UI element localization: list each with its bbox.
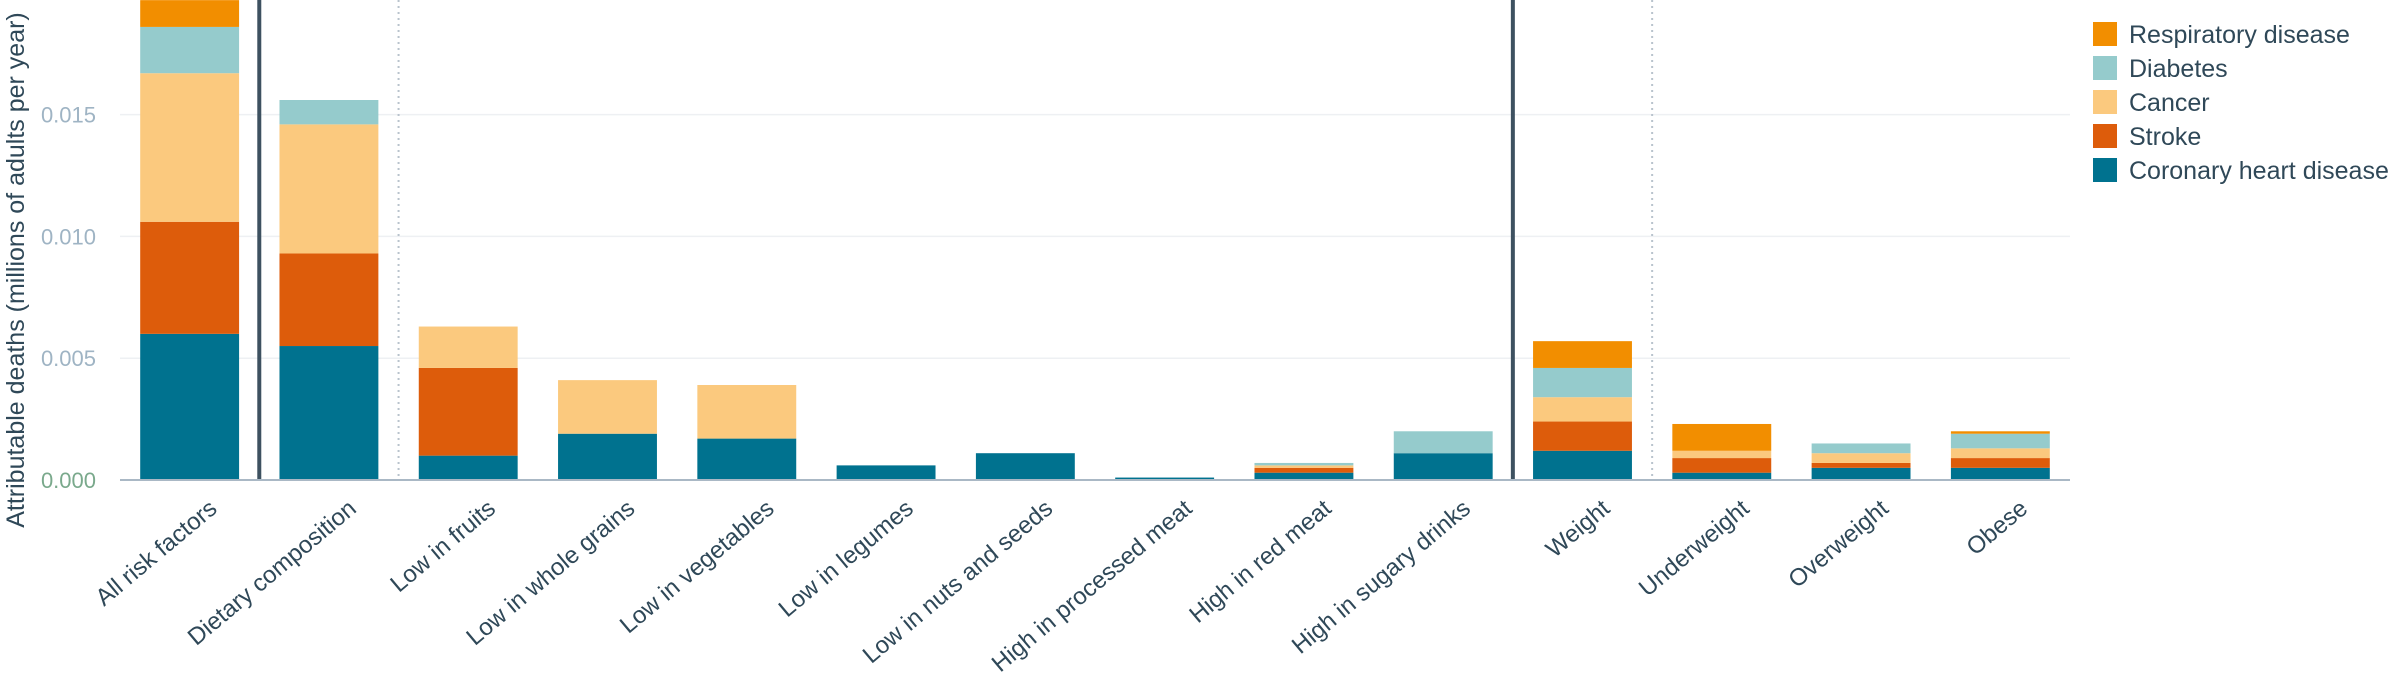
bar-segment-stroke bbox=[1811, 462, 1911, 468]
bar-segment-stroke bbox=[1254, 467, 1354, 473]
bar-segment-respiratory-disease bbox=[1950, 431, 2050, 434]
bar-segment-coronary-heart-disease bbox=[279, 346, 379, 480]
x-tick-label: Overweight bbox=[1783, 495, 1894, 594]
legend-swatch bbox=[2093, 56, 2117, 80]
legend-swatch bbox=[2093, 22, 2117, 46]
bar-segment-cancer bbox=[1672, 450, 1772, 459]
bar-segment-cancer bbox=[697, 385, 797, 439]
x-tick-label: Low in fruits bbox=[385, 495, 500, 598]
bar-segment-diabetes bbox=[1254, 462, 1354, 466]
y-axis-title: Attributable deaths (millions of adults … bbox=[2, 12, 30, 528]
legend: Respiratory disease Diabetes Cancer Stroke C… bbox=[2093, 21, 2389, 185]
bar-segment-diabetes bbox=[140, 26, 240, 74]
bar-segment-diabetes bbox=[1950, 433, 2050, 449]
x-tick-label: Obese bbox=[1961, 495, 2033, 561]
legend-swatch bbox=[2093, 124, 2117, 148]
bar-segment-stroke bbox=[140, 221, 240, 334]
bar-segment-stroke bbox=[1533, 421, 1632, 451]
bar-segment-diabetes bbox=[1393, 431, 1493, 454]
bar-segment-stroke bbox=[279, 253, 379, 347]
legend-swatch bbox=[2093, 158, 2117, 182]
bar-segment-cancer bbox=[1811, 453, 1911, 463]
group-separators bbox=[257, 0, 1654, 480]
x-tick-label: High in red meat bbox=[1184, 495, 1336, 629]
x-tick-label: Underweight bbox=[1634, 495, 1755, 603]
y-axis-ticks: 0.000 0.005 0.010 0.015 bbox=[41, 103, 96, 493]
bar-segment-respiratory-disease bbox=[1533, 341, 1632, 368]
gridlines bbox=[120, 113, 2070, 359]
legend-label: Cancer bbox=[2129, 89, 2210, 117]
legend-label: Respiratory disease bbox=[2129, 21, 2350, 49]
bar-segment-stroke bbox=[1672, 458, 1772, 473]
x-tick-label: Weight bbox=[1541, 495, 1615, 564]
bar-segment-coronary-heart-disease bbox=[697, 438, 797, 480]
bar-segment-diabetes bbox=[279, 100, 379, 125]
y-tick-label: 0.010 bbox=[41, 224, 96, 249]
bar-segment-coronary-heart-disease bbox=[140, 333, 240, 480]
legend-label: Coronary heart disease bbox=[2129, 157, 2389, 185]
x-tick-label: All risk factors bbox=[91, 495, 223, 612]
bar-segment-stroke bbox=[1950, 458, 2050, 468]
bar-segment-cancer bbox=[1533, 397, 1632, 422]
bar-segment-coronary-heart-disease bbox=[418, 455, 518, 480]
bar-segment-coronary-heart-disease bbox=[1254, 472, 1354, 480]
x-tick-label: Low in vegetables bbox=[615, 495, 780, 639]
bar-segment-diabetes bbox=[1533, 367, 1632, 398]
legend-swatch bbox=[2093, 90, 2117, 114]
bar-segment-diabetes bbox=[1811, 443, 1911, 454]
bar-segment-coronary-heart-disease bbox=[1533, 450, 1632, 480]
y-tick-label: 0.000 bbox=[41, 468, 96, 493]
bar-segment-stroke bbox=[418, 367, 518, 456]
y-tick-label: 0.005 bbox=[41, 346, 96, 371]
bar-segment-cancer bbox=[418, 326, 518, 368]
bar-segment-cancer bbox=[558, 380, 657, 434]
bar-segment-coronary-heart-disease bbox=[1811, 467, 1911, 480]
y-tick-label: 0.015 bbox=[41, 103, 96, 128]
bar-segment-coronary-heart-disease bbox=[975, 453, 1075, 480]
bar-segment-cancer bbox=[1254, 465, 1354, 468]
bar-segment-cancer bbox=[1950, 448, 2050, 459]
bar-segment-cancer bbox=[279, 124, 379, 254]
bar-segment-coronary-heart-disease bbox=[1393, 453, 1493, 480]
bar-segment-coronary-heart-disease bbox=[1950, 467, 2050, 480]
bar-segment-respiratory-disease bbox=[1672, 423, 1772, 451]
bar-segment-respiratory-disease bbox=[140, 0, 240, 27]
bar-segment-coronary-heart-disease bbox=[836, 465, 936, 480]
bar-segment-cancer bbox=[140, 73, 240, 222]
x-tick-label: Low in legumes bbox=[774, 495, 919, 623]
legend-label: Stroke bbox=[2129, 123, 2201, 151]
bar-segment-coronary-heart-disease bbox=[1115, 477, 1215, 480]
bar-segment-coronary-heart-disease bbox=[1672, 472, 1772, 480]
bar-segment-coronary-heart-disease bbox=[558, 433, 657, 480]
legend-label: Diabetes bbox=[2129, 55, 2228, 83]
bars bbox=[140, 0, 2050, 480]
